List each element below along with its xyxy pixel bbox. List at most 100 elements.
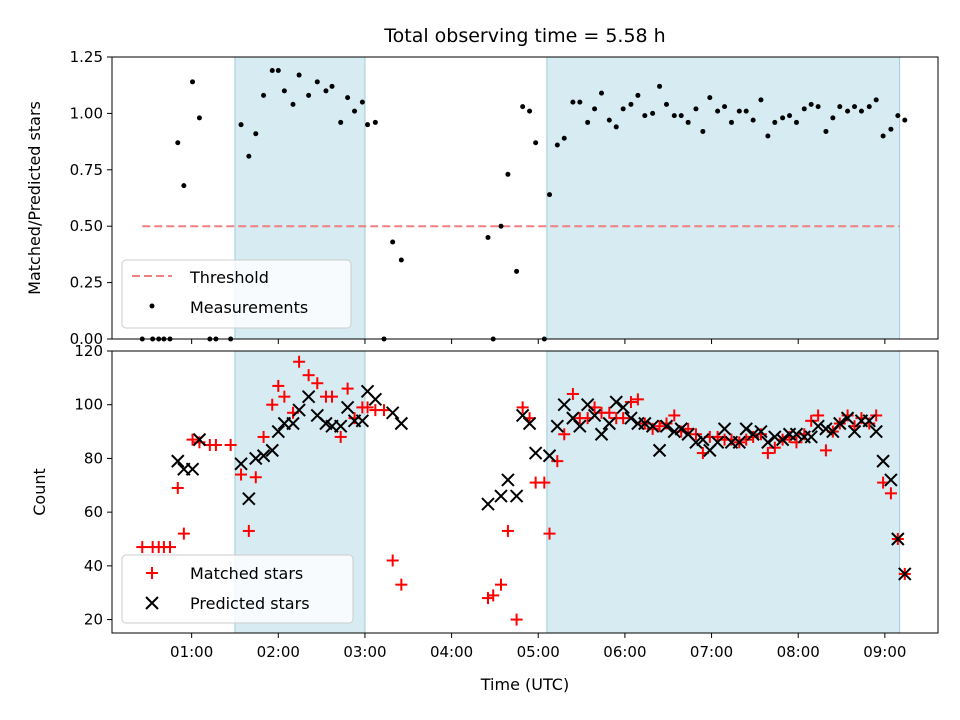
measurement-point — [743, 108, 749, 114]
predicted-star-point — [869, 424, 883, 439]
y-tick-label: 100 — [74, 396, 103, 414]
predicted-star-point — [891, 532, 905, 546]
measurement-point — [365, 122, 371, 128]
measurement-point — [290, 101, 296, 107]
predicted-star-point — [368, 392, 383, 407]
predicted-star-point — [542, 449, 557, 463]
predicted-star-point — [710, 435, 725, 450]
measurement-point — [678, 113, 684, 119]
x-tick-label: 06:00 — [603, 643, 646, 661]
predicted-star-point — [522, 416, 537, 431]
ratio-legend-box — [121, 259, 352, 329]
matched-star-point — [566, 387, 579, 400]
measurement-point — [830, 115, 836, 121]
matched-star-point — [543, 527, 556, 540]
predicted-star-point — [340, 400, 355, 415]
count-points — [136, 355, 912, 626]
observing-window-1 — [546, 56, 901, 340]
matched-star-point — [272, 379, 285, 392]
matched-star-point — [624, 396, 637, 409]
matched-star-point — [494, 578, 507, 591]
predicted-star-point — [739, 422, 753, 436]
measurement-point — [700, 128, 706, 134]
predicted-star-point — [481, 497, 495, 511]
predicted-star-point — [717, 422, 732, 436]
x-tick-label: 09:00 — [863, 643, 906, 661]
measurement-point — [323, 88, 329, 94]
measurement-point — [888, 126, 894, 132]
x-tick-label: 08:00 — [777, 643, 820, 661]
matched-star-point — [278, 390, 291, 403]
measurement-point — [345, 95, 351, 101]
x-tick-label: 03:00 — [343, 643, 386, 661]
predicted-star-point — [494, 489, 508, 503]
matched-star-point — [501, 524, 514, 537]
predicted-star-point — [550, 419, 565, 433]
matched-star-point — [884, 487, 897, 500]
measurement-point — [852, 104, 858, 110]
predicted-star-point — [385, 406, 400, 420]
predicted-legend-label: Predicted stars — [190, 594, 310, 613]
x-axis-label: Time (UTC) — [480, 675, 569, 694]
matched-star-point — [186, 433, 199, 446]
count-legend: Matched stars Predicted stars — [121, 554, 354, 624]
measurement-point — [570, 99, 576, 105]
matched-star-point — [386, 554, 399, 567]
ratio-observing-windows — [234, 56, 901, 340]
x-tick-label: 05:00 — [517, 643, 560, 661]
count-legend-box — [121, 554, 354, 624]
measurement-point — [505, 171, 511, 177]
matched-star-point — [805, 414, 818, 427]
threshold-legend-label: Threshold — [189, 268, 269, 287]
matched-star-point — [812, 409, 825, 422]
measurements-legend-label: Measurements — [190, 298, 308, 317]
x-tick-label: 02:00 — [257, 643, 300, 661]
matched-star-point — [558, 428, 571, 441]
predicted-star-point — [789, 427, 804, 441]
measurement-point — [902, 117, 908, 123]
predicted-star-point — [234, 457, 248, 471]
measurement-point — [390, 239, 396, 245]
measurement-point — [880, 133, 886, 139]
matched-star-point — [326, 390, 339, 403]
predicted-star-point — [528, 446, 543, 460]
measurement-point — [873, 97, 879, 103]
predicted-star-point — [833, 416, 847, 431]
predicted-star-point — [557, 398, 571, 412]
measurement-point — [181, 183, 187, 189]
measurement-point — [858, 108, 864, 114]
measurement-point — [196, 115, 202, 121]
measurement-point — [613, 124, 619, 130]
measurement-point — [533, 140, 539, 146]
predicted-star-point — [804, 430, 818, 444]
predicted-star-point — [761, 435, 775, 450]
measurement-point — [750, 117, 756, 123]
y-tick-label: 0.00 — [70, 330, 103, 348]
measurement-point — [823, 128, 829, 134]
matched-star-point — [249, 471, 262, 484]
predicted-star-point — [884, 473, 898, 487]
matched-star-point — [516, 401, 529, 414]
ratio-plot-frame — [111, 56, 939, 340]
predicted-star-point — [192, 432, 207, 447]
predicted-star-point — [674, 422, 688, 436]
predicted-star-point — [862, 414, 876, 428]
matched-star-point — [378, 404, 391, 417]
measurement-point — [296, 72, 302, 78]
measurement-point — [359, 99, 365, 105]
ratio-y-axis-label: Matched/Predicted stars — [25, 101, 44, 295]
matched-star-point — [341, 382, 354, 395]
measurement-point — [685, 119, 691, 125]
predicted-star-point — [509, 489, 524, 503]
measurement-point — [329, 83, 335, 89]
matched-star-point — [538, 476, 551, 489]
measurement-point — [175, 140, 181, 146]
y-tick-label: 0.25 — [70, 274, 103, 292]
count-y-axis-label: Count — [30, 468, 49, 516]
matched-star-point — [481, 592, 494, 605]
measurement-point — [837, 104, 843, 110]
predicted-star-point — [754, 424, 768, 439]
measurement-point — [338, 119, 344, 125]
matched-star-point — [870, 409, 883, 422]
matched-star-point — [653, 420, 666, 433]
